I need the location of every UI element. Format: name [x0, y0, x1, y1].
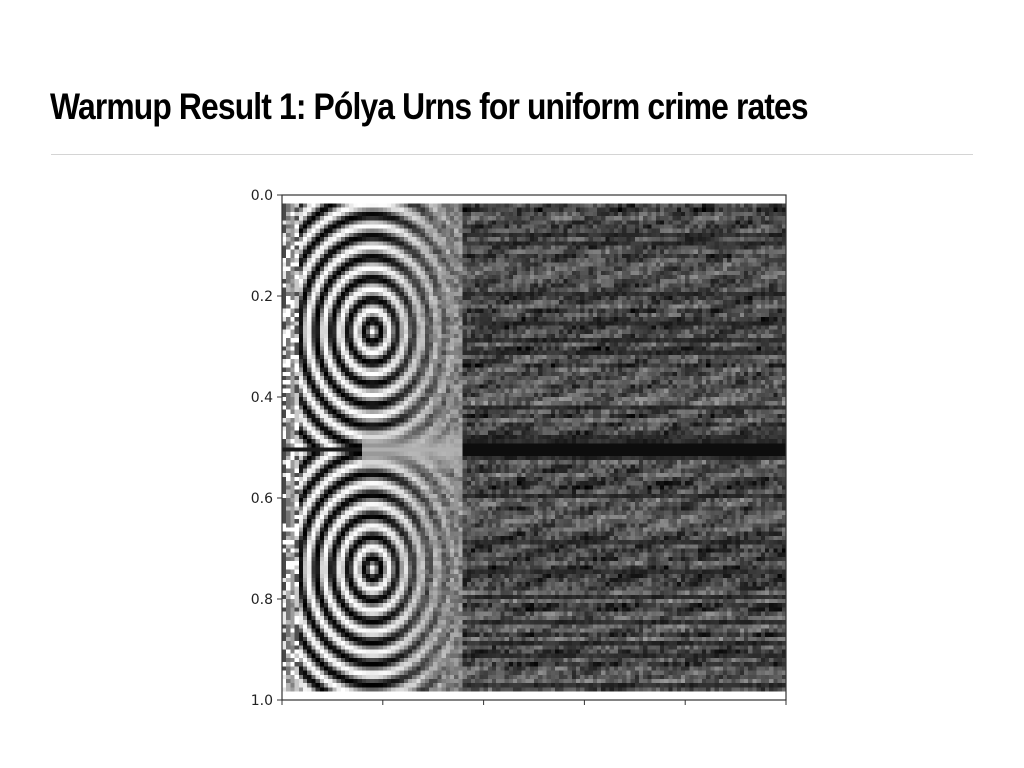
- y-tick-label: 0.2: [251, 289, 273, 305]
- heatmap-plot-area: [282, 195, 786, 700]
- x-axis: [281, 700, 787, 705]
- y-tick-label: 1.0: [251, 693, 273, 709]
- y-tick-label: 0.0: [251, 188, 273, 204]
- y-tick-label: 0.4: [251, 390, 273, 406]
- slide-title: Warmup Result 1: Pólya Urns for uniform …: [50, 86, 809, 127]
- y-tick-label: 0.6: [251, 491, 273, 507]
- heatmap-figure: 0.0 0.2 0.4 0.6 0.8 1.0: [251, 188, 787, 709]
- y-axis: 0.0 0.2 0.4 0.6 0.8 1.0: [251, 188, 282, 709]
- title-divider: [51, 154, 973, 155]
- plot-frame: [281, 194, 787, 701]
- heatmap-image: [282, 195, 786, 700]
- y-tick-label: 0.8: [251, 592, 273, 608]
